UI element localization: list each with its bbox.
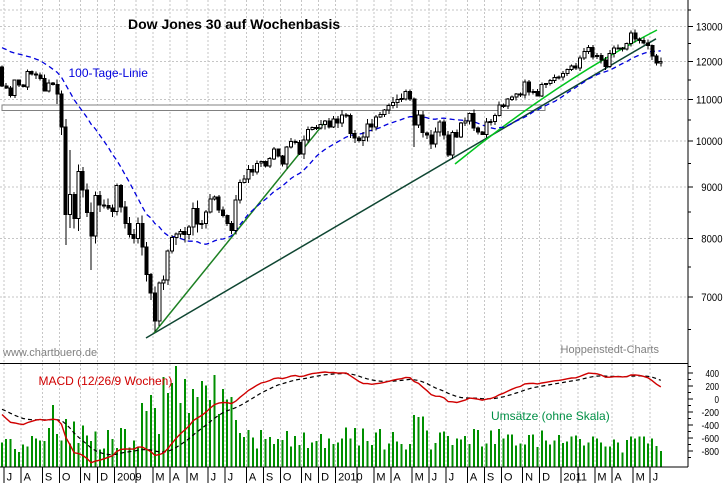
svg-text:M: M — [189, 472, 198, 483]
svg-text:D: D — [542, 472, 550, 483]
svg-text:S: S — [45, 472, 52, 483]
svg-text:A: A — [393, 472, 401, 483]
svg-text:M: M — [155, 472, 164, 483]
svg-text:S: S — [266, 472, 273, 483]
svg-text:-200: -200 — [702, 407, 720, 419]
svg-text:A: A — [172, 472, 180, 483]
svg-text:A: A — [24, 472, 32, 483]
svg-text:N: N — [304, 472, 312, 483]
svg-text:J: J — [432, 472, 438, 483]
svg-text:J: J — [653, 472, 659, 483]
svg-text:Hoppenstedt-Charts: Hoppenstedt-Charts — [561, 344, 660, 356]
svg-text:O: O — [283, 472, 292, 483]
svg-text:A: A — [249, 472, 257, 483]
svg-text:400: 400 — [706, 368, 720, 380]
svg-text:A: A — [470, 472, 478, 483]
svg-text:J: J — [228, 472, 234, 483]
svg-text:7000: 7000 — [701, 292, 722, 304]
svg-text:10000: 10000 — [696, 136, 723, 148]
svg-text:N: N — [83, 472, 91, 483]
svg-text:N: N — [525, 472, 533, 483]
svg-text:O: O — [504, 472, 513, 483]
svg-text:0: 0 — [715, 394, 720, 406]
svg-text:2010: 2010 — [338, 472, 362, 483]
svg-text:S: S — [487, 472, 494, 483]
svg-text:D: D — [321, 472, 329, 483]
svg-text:11000: 11000 — [696, 95, 723, 107]
svg-text:J: J — [449, 472, 455, 483]
svg-text:-600: -600 — [702, 433, 720, 445]
svg-text:2011: 2011 — [563, 472, 587, 483]
svg-text:Umsätze (ohne Skala): Umsätze (ohne Skala) — [491, 409, 610, 423]
svg-text:M: M — [597, 472, 606, 483]
svg-text:Dow Jones 30 auf Wochenbasis: Dow Jones 30 auf Wochenbasis — [128, 16, 340, 32]
svg-text:www.chartbuero.de: www.chartbuero.de — [2, 347, 97, 359]
svg-text:200: 200 — [706, 381, 720, 393]
svg-text:8000: 8000 — [701, 234, 722, 246]
svg-text:9000: 9000 — [701, 182, 722, 194]
svg-text:12000: 12000 — [696, 57, 723, 69]
svg-text:MACD (12/26/9 Wochen): MACD (12/26/9 Wochen) — [39, 374, 173, 388]
svg-text:D: D — [100, 472, 108, 483]
svg-text:M: M — [376, 472, 385, 483]
svg-text:J: J — [211, 472, 217, 483]
svg-text:O: O — [62, 472, 71, 483]
svg-text:A: A — [614, 472, 622, 483]
svg-text:100-Tage-Linie: 100-Tage-Linie — [69, 66, 149, 80]
svg-text:-800: -800 — [702, 446, 720, 458]
svg-text:2009: 2009 — [117, 472, 141, 483]
svg-text:J: J — [7, 472, 13, 483]
svg-text:13000: 13000 — [696, 22, 723, 34]
svg-text:-400: -400 — [702, 420, 720, 432]
svg-text:M: M — [415, 472, 424, 483]
svg-text:M: M — [636, 472, 645, 483]
